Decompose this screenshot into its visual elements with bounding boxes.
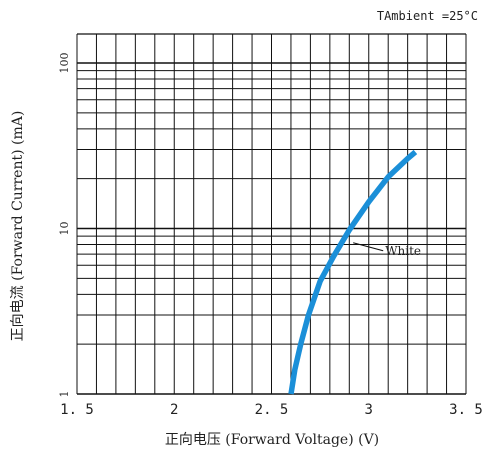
series-line-white — [288, 149, 418, 395]
y-axis-label: 正向电流 (Forward Current) (mA) — [10, 111, 26, 342]
x-tick-label: 3 — [365, 402, 373, 418]
series-layer — [288, 149, 418, 395]
annotation-label: White — [385, 244, 421, 258]
y-tick-label: 10 — [58, 222, 71, 236]
annotation-leader-line — [353, 242, 384, 252]
y-tick-label: 1 — [58, 391, 71, 398]
y-tick-labels: 1 10 100 — [58, 53, 71, 398]
x-tick-label: 3. 5 — [449, 402, 483, 418]
x-tick-label: 2. 5 — [255, 402, 289, 418]
y-tick-label: 100 — [58, 53, 71, 74]
x-tick-label: 1. 5 — [60, 402, 94, 418]
plot-grid — [76, 33, 467, 395]
annotation-layer: White — [353, 242, 421, 258]
x-axis-label: 正向电压 (Forward Voltage) (V) — [165, 432, 379, 448]
x-tick-label: 2 — [170, 402, 178, 418]
ambient-temperature-label: TAmbient =25°C — [377, 9, 478, 23]
x-tick-labels: 1. 5 2 2. 5 3 3. 5 — [60, 402, 483, 418]
